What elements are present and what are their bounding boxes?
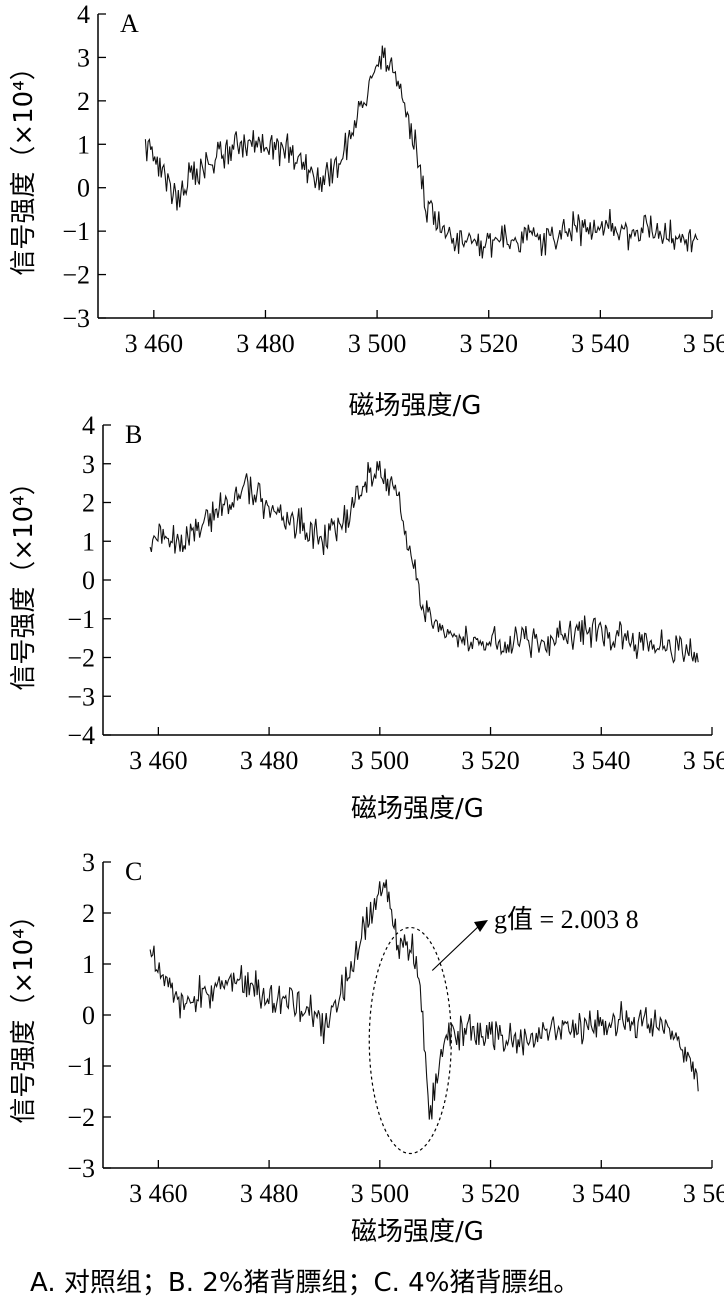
series-line: [149, 460, 699, 664]
y-tick-label: 0: [77, 174, 90, 203]
arrow-head-icon: [474, 920, 488, 932]
y-tick-label: 2: [82, 489, 95, 518]
chart-panel-c: 3 460 3 480 3 500 3 520 3 540 3 560 −3 −2 −1 0 1 2 3…: [9, 848, 724, 1247]
x-tick-label: 3 500: [348, 329, 407, 358]
y-tick-label: 0: [82, 1001, 95, 1030]
y-tick-label: 2: [77, 87, 90, 116]
y-tick-label: −1: [62, 217, 90, 246]
series-line: [144, 45, 699, 259]
y-tick-label: 4: [82, 411, 95, 440]
x-tick-label: 3 460: [125, 329, 184, 358]
y-axis-title: 信号强度（×10⁴）: [9, 902, 39, 1123]
x-tick-label: 3 480: [236, 329, 295, 358]
y-axis-title: 信号强度（×10⁴）: [9, 469, 39, 690]
y-tick-label: 0: [82, 566, 95, 595]
x-tick-label: 3 500: [351, 746, 410, 775]
x-tick-label: 3 460: [129, 1179, 188, 1208]
y-tick-label: 3: [82, 848, 95, 877]
highlight-ellipse: [368, 926, 452, 1155]
x-tick-label: 3 540: [572, 746, 631, 775]
x-tick-label: 3 460: [129, 746, 188, 775]
y-tick-label: −2: [67, 644, 95, 673]
x-axis-title: 磁场强度/G: [351, 794, 484, 824]
y-tick-label: 3: [77, 43, 90, 72]
chart-panel-b: 3 460 3 480 3 500 3 520 3 540 3 560 −4 −3 −2 −1 0 1…: [9, 411, 724, 824]
x-tick-label: 3 560: [683, 329, 724, 358]
g-value-annotation: g值 = 2.003 8: [494, 905, 639, 934]
x-tick-label: 3 520: [459, 329, 518, 358]
x-tick-label: 3 540: [572, 1179, 631, 1208]
y-tick-label: 3: [82, 450, 95, 479]
x-tick-label: 3 520: [461, 746, 520, 775]
x-axis-title: 磁场强度/G: [351, 1217, 484, 1247]
x-tick-label: 3 540: [571, 329, 630, 358]
x-tick-label: 3 560: [683, 1179, 724, 1208]
y-tick-label: −3: [67, 1154, 95, 1183]
y-tick-label: −2: [62, 261, 90, 290]
y-tick-label: −4: [67, 721, 95, 750]
y-tick-label: −1: [67, 605, 95, 634]
y-tick-label: 4: [77, 0, 90, 29]
y-tick-label: 1: [82, 950, 95, 979]
figure-caption: A. 对照组；B. 2%猪背膘组；C. 4%猪背膘组。: [30, 1268, 580, 1298]
x-tick-label: 3 500: [351, 1179, 410, 1208]
y-tick-label: 1: [77, 130, 90, 159]
annotation-arrow-line: [431, 924, 481, 971]
series-line: [149, 879, 699, 1120]
panel-label: A: [120, 9, 139, 38]
y-tick-label: −2: [67, 1103, 95, 1132]
y-tick-label: −1: [67, 1052, 95, 1081]
y-tick-label: −3: [62, 304, 90, 333]
x-axis-title: 磁场强度/G: [349, 391, 482, 421]
y-tick-label: 2: [82, 899, 95, 928]
x-tick-label: 3 480: [240, 746, 299, 775]
y-tick-label: 1: [82, 527, 95, 556]
y-axis-title: 信号强度（×10⁴）: [9, 54, 39, 275]
y-tick-label: −3: [67, 682, 95, 711]
x-tick-label: 3 560: [683, 746, 724, 775]
panel-label: B: [125, 420, 142, 449]
x-tick-label: 3 520: [461, 1179, 520, 1208]
chart-panel-a: 3 460 3 480 3 500 3 520 3 540 3 560 −3 −2 −1 0 1 2 3…: [9, 0, 724, 421]
x-tick-label: 3 480: [240, 1179, 299, 1208]
panel-label: C: [125, 857, 142, 886]
